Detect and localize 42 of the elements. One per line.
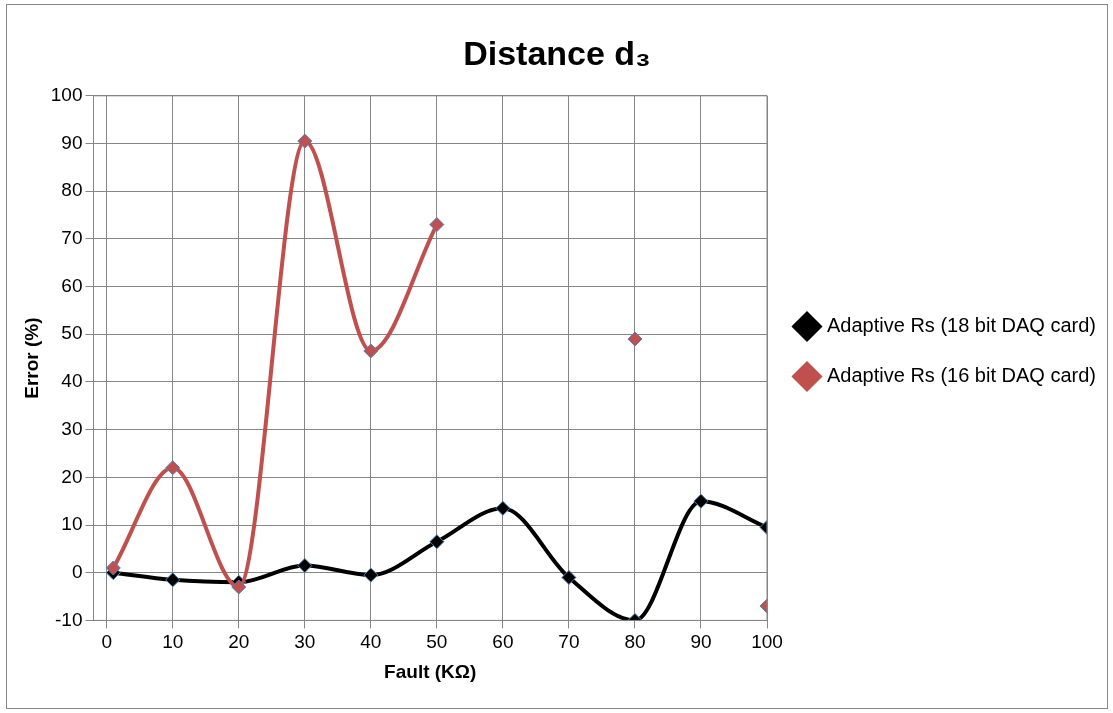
x-tick-label: 20 — [228, 631, 250, 653]
y-tick-label: 100 — [50, 84, 83, 106]
point — [105, 560, 121, 576]
y-tick-label: 40 — [61, 370, 83, 392]
y-tick-label: 80 — [61, 179, 83, 201]
y-tick-label: 20 — [61, 465, 83, 487]
x-tick-label: 30 — [294, 631, 316, 653]
y-tick-label: 0 — [71, 560, 83, 582]
point — [297, 133, 313, 149]
x-tick-label: 50 — [426, 631, 448, 653]
y-tick-label: -10 — [55, 608, 83, 630]
y-tick-label: 90 — [61, 131, 83, 153]
x-tick-label: 80 — [624, 631, 646, 653]
point — [627, 331, 643, 347]
y-tick-label: 50 — [61, 322, 83, 344]
x-axis-title: Fault (KΩ) — [384, 660, 477, 682]
point — [693, 493, 709, 509]
point — [429, 217, 445, 233]
point — [231, 579, 247, 595]
chart-title: Distance d₃ — [463, 33, 651, 72]
point — [363, 567, 379, 583]
y-tick-label: 10 — [61, 513, 83, 535]
x-tick-label: 40 — [360, 631, 382, 653]
y-tick-label: 60 — [61, 274, 83, 296]
y-tick-label: 30 — [61, 417, 83, 439]
point — [363, 343, 379, 359]
y-axis-title: Error (%) — [20, 317, 42, 399]
point — [165, 572, 181, 588]
legend-label: Adaptive Rs (16 bit DAQ card) — [827, 364, 1096, 387]
x-tick-label: 60 — [492, 631, 514, 653]
point — [561, 569, 577, 585]
x-tick-label: 100 — [751, 631, 783, 653]
x-tick-label: 70 — [558, 631, 580, 653]
point — [429, 534, 445, 550]
legend-label: Adaptive Rs (18 bit DAQ card) — [827, 314, 1096, 337]
point — [297, 558, 313, 574]
x-tick-label: 10 — [162, 631, 184, 653]
x-tick-label: 90 — [690, 631, 712, 653]
point — [495, 500, 511, 516]
x-tick-label: 0 — [101, 631, 112, 653]
y-tick-label: 70 — [61, 227, 83, 249]
point — [165, 460, 181, 476]
